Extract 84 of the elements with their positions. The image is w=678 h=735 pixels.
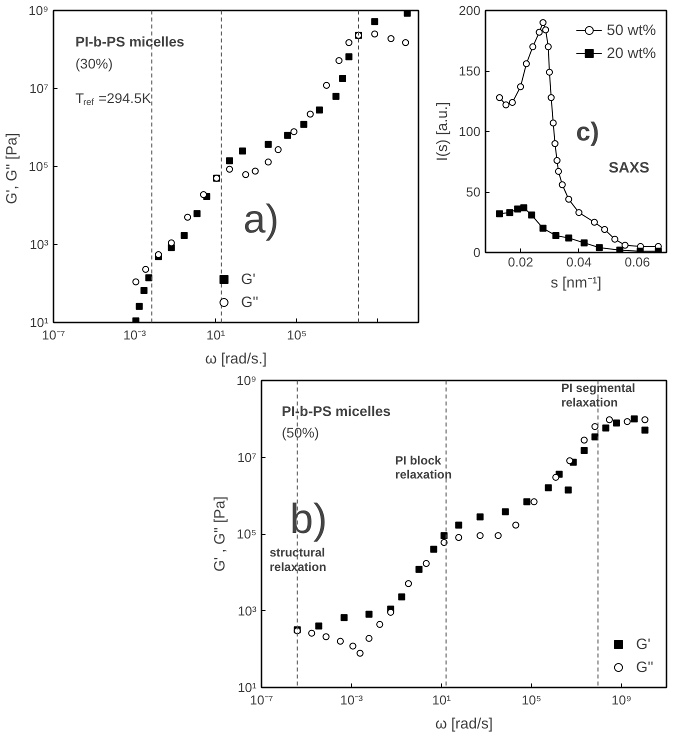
annotation: structural relaxation <box>270 545 326 574</box>
x-tick-label: 10⁹ <box>611 692 632 708</box>
legend-label: 50 wt% <box>606 22 656 38</box>
point <box>540 19 547 26</box>
y-axis-title: G' , G'' [Pa] <box>211 496 228 572</box>
x-tick-label: 0.04 <box>566 254 592 270</box>
point <box>575 209 582 216</box>
y-axis-title: G', G'' [Pa] <box>3 133 20 204</box>
point <box>550 120 557 127</box>
x-tick-label: 10⁵ <box>522 692 542 708</box>
legend-label: G'' <box>636 658 654 676</box>
annotation: PI-b-PS micelles <box>282 403 391 420</box>
x-tick-label: 10⁻³ <box>123 328 147 342</box>
point <box>544 43 552 50</box>
y-tick-label: 100 <box>458 124 481 139</box>
point <box>580 239 588 246</box>
legend-label: G'' <box>241 294 260 310</box>
point <box>540 224 547 232</box>
y-tick-label: 150 <box>458 64 481 78</box>
legend-label: G' <box>241 270 257 288</box>
x-tick-label: 10⁻⁷ <box>42 328 66 342</box>
point <box>548 94 555 102</box>
point <box>529 43 536 50</box>
y-tick-label: 10¹ <box>30 315 50 330</box>
x-tick-label: 0.02 <box>508 254 534 270</box>
y-tick-label: 10⁷ <box>29 81 49 96</box>
x-axis-title: s [nm⁻¹] <box>550 274 602 292</box>
point <box>528 211 536 218</box>
point <box>546 68 553 76</box>
annotation: c) <box>576 116 600 146</box>
legend-label: 20 wt% <box>606 44 656 62</box>
legend-label: G' <box>636 636 652 652</box>
annotation: PI segmental relaxation <box>561 381 636 410</box>
point <box>551 140 558 148</box>
y-tick-label: 200 <box>458 3 481 18</box>
annotation: SAXS <box>608 159 650 176</box>
y-tick-label: 10⁹ <box>236 373 257 388</box>
annotation: PI-b-PS micelles <box>75 34 185 50</box>
annotation: (50%) <box>282 424 320 441</box>
y-axis-title: I(s) [a.u.] <box>434 102 451 162</box>
annotation: a) <box>243 198 279 242</box>
y-tick-label: 10⁵ <box>28 159 49 174</box>
point <box>558 181 566 188</box>
point <box>565 196 572 203</box>
x-tick-label: 10⁻³ <box>340 692 364 708</box>
x-tick-label: 10⁵ <box>286 328 307 342</box>
point <box>514 205 522 212</box>
point <box>517 83 524 90</box>
annotation: b) <box>290 495 328 542</box>
point <box>508 98 516 106</box>
x-axis-title: ω [rad/s] <box>435 716 493 732</box>
point <box>590 218 598 226</box>
y-tick-label: 10³ <box>238 603 258 618</box>
y-tick-label: 0 <box>473 245 481 260</box>
x-tick-label: 10¹ <box>432 692 452 708</box>
y-tick-label: 10⁵ <box>236 526 257 542</box>
x-tick-label: 10⁻⁷ <box>250 692 274 708</box>
point <box>611 236 618 243</box>
point <box>554 157 561 164</box>
point <box>496 210 504 218</box>
point <box>554 168 562 175</box>
point <box>552 232 560 240</box>
point <box>596 244 603 252</box>
y-tick-label: 10⁹ <box>28 3 49 18</box>
point <box>565 234 572 242</box>
point <box>502 101 510 108</box>
point <box>622 242 629 249</box>
point <box>496 94 504 102</box>
point <box>601 226 608 234</box>
annotation: (30%) <box>75 56 113 72</box>
point <box>542 26 550 34</box>
y-tick-label: 10⁷ <box>237 450 257 465</box>
y-tick-label: 10¹ <box>238 680 258 695</box>
point <box>616 246 624 252</box>
x-axis-title: ω [rad/s.] <box>205 350 267 368</box>
y-tick-label: 50 <box>466 184 481 200</box>
y-tick-label: 10³ <box>30 237 50 252</box>
x-tick-label: 10¹ <box>206 328 226 342</box>
point <box>520 204 528 212</box>
x-tick-label: 0.06 <box>624 254 650 270</box>
point <box>522 60 530 68</box>
point <box>536 28 543 36</box>
point <box>506 209 514 216</box>
annotation: PI block relaxation <box>395 453 452 482</box>
